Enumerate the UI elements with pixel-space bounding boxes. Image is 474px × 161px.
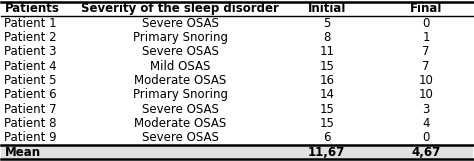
Text: 10: 10: [419, 74, 434, 87]
Text: Initial: Initial: [308, 2, 346, 15]
Text: Severe OSAS: Severe OSAS: [142, 103, 219, 116]
Text: 7: 7: [422, 45, 430, 58]
Text: Patient 4: Patient 4: [4, 60, 57, 73]
Text: Patient 5: Patient 5: [4, 74, 57, 87]
Text: Mild OSAS: Mild OSAS: [150, 60, 210, 73]
Text: Patient 8: Patient 8: [4, 117, 57, 130]
Text: 4,67: 4,67: [411, 146, 441, 159]
Text: Severe OSAS: Severe OSAS: [142, 45, 219, 58]
Text: 10: 10: [419, 88, 434, 101]
Text: 0: 0: [422, 131, 430, 144]
Text: Primary Snoring: Primary Snoring: [133, 31, 228, 44]
Text: Primary Snoring: Primary Snoring: [133, 88, 228, 101]
Text: 6: 6: [323, 131, 330, 144]
Text: 3: 3: [422, 103, 430, 116]
Text: Patient 1: Patient 1: [4, 17, 57, 30]
Text: 15: 15: [319, 103, 334, 116]
Text: Patient 6: Patient 6: [4, 88, 57, 101]
Text: Severity of the sleep disorder: Severity of the sleep disorder: [82, 2, 279, 15]
Text: 15: 15: [319, 60, 334, 73]
Text: Patient 3: Patient 3: [4, 45, 57, 58]
Text: 5: 5: [323, 17, 330, 30]
Text: Patient 2: Patient 2: [4, 31, 57, 44]
Text: 1: 1: [422, 31, 430, 44]
Text: 11: 11: [319, 45, 334, 58]
Text: 14: 14: [319, 88, 334, 101]
Text: Moderate OSAS: Moderate OSAS: [134, 117, 227, 130]
Text: 7: 7: [422, 60, 430, 73]
Text: 11,67: 11,67: [308, 146, 346, 159]
Text: Patient 7: Patient 7: [4, 103, 57, 116]
Text: Final: Final: [410, 2, 442, 15]
Text: 8: 8: [323, 31, 330, 44]
Text: Patient 9: Patient 9: [4, 131, 57, 144]
Text: 0: 0: [422, 17, 430, 30]
Text: 15: 15: [319, 117, 334, 130]
Text: Patients: Patients: [4, 2, 59, 15]
Text: Severe OSAS: Severe OSAS: [142, 17, 219, 30]
Text: Severe OSAS: Severe OSAS: [142, 131, 219, 144]
FancyBboxPatch shape: [0, 145, 474, 159]
Text: 4: 4: [422, 117, 430, 130]
Text: Moderate OSAS: Moderate OSAS: [134, 74, 227, 87]
Text: 16: 16: [319, 74, 334, 87]
Text: Mean: Mean: [4, 146, 41, 159]
